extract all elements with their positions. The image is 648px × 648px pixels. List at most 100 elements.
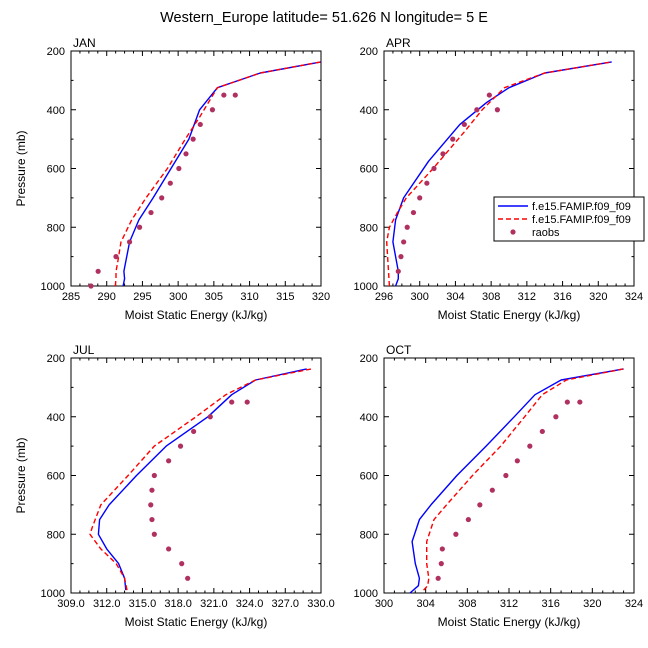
raobs-point [439, 546, 445, 552]
raobs-point [126, 239, 133, 245]
y-tick-label: 600 [47, 471, 65, 483]
raobs-point [176, 165, 182, 172]
x-tick-label: 308 [458, 598, 476, 610]
x-tick-label: 315 [276, 291, 294, 303]
raobs-point [564, 399, 570, 405]
raobs-point [527, 443, 533, 449]
raobs-point [431, 165, 437, 172]
x-tick-label: 300 [169, 291, 187, 303]
model-series-solid [97, 368, 307, 591]
y-tick-label: 200 [360, 353, 378, 365]
raobs-point [577, 399, 583, 405]
raobs-point [177, 443, 184, 449]
y-tick-label: 400 [360, 105, 378, 117]
plot-frame [70, 50, 322, 287]
panel-oct: OCT 300 304 308 312 316 320 324 200 400 600 800 1000… [354, 343, 644, 629]
x-axis-label: Moist Static Energy (kJ/kg) [125, 308, 268, 322]
x-tick-label: 300 [375, 598, 393, 610]
x-tick-label: 310 [240, 291, 258, 303]
x-tick-label: 327.0 [272, 598, 300, 610]
x-tick-label: 324 [625, 598, 643, 610]
x-tick-label: 312 [500, 598, 518, 610]
x-tick-label: 304 [446, 291, 464, 303]
raobs-point [453, 531, 459, 537]
raobs-point [88, 283, 94, 289]
y-tick-label: 1000 [354, 281, 378, 293]
raobs-point [183, 151, 189, 157]
raobs-point [179, 561, 185, 567]
raobs-point [149, 516, 155, 523]
model-series-solid [409, 368, 624, 594]
x-tick-label: 300 [411, 291, 429, 303]
x-tick-label: 305 [205, 291, 223, 303]
x-tick-label: 290 [98, 291, 116, 303]
figure-title: Western_Europe latitude= 51.626 N longit… [160, 10, 488, 26]
raobs-point [398, 254, 404, 260]
raobs-point [477, 502, 483, 508]
y-tick-label: 1000 [41, 588, 65, 600]
raobs-point [185, 575, 191, 581]
raobs-point [494, 107, 500, 113]
panel-title: JUL [73, 343, 95, 357]
x-tick-label: 312.0 [93, 598, 121, 610]
raobs-point [166, 546, 172, 552]
raobs-point [151, 472, 157, 479]
x-tick-label: 320 [312, 291, 330, 303]
x-tick-label: 315.0 [129, 598, 157, 610]
y-tick-label: 400 [360, 412, 378, 424]
x-tick-label: 309.0 [57, 598, 85, 610]
y-tick-label: 200 [47, 353, 65, 365]
y-tick-label: 200 [360, 46, 378, 58]
legend-label-2: f.e15.FAMIP.f09_f09 [532, 214, 631, 226]
raobs-point [166, 458, 172, 464]
panel-title: JAN [73, 36, 96, 50]
y-tick-label: 600 [360, 471, 378, 483]
x-tick-label: 312 [518, 291, 536, 303]
x-tick-label: 316 [541, 598, 559, 610]
legend-marker-3 [510, 229, 516, 235]
x-tick-label: 304 [416, 598, 434, 610]
raobs-point [424, 180, 430, 186]
x-tick-label: 330.0 [307, 598, 335, 610]
raobs-point [410, 209, 417, 216]
raobs-point [401, 239, 407, 245]
raobs-point [503, 472, 509, 479]
panel-title: OCT [386, 343, 412, 357]
y-tick-label: 800 [360, 529, 378, 541]
y-tick-label: 200 [47, 46, 65, 58]
x-tick-label: 321.0 [200, 598, 228, 610]
y-axis-label: Pressure (mb) [14, 437, 28, 513]
raobs-point [207, 414, 213, 420]
y-tick-label: 1000 [41, 281, 65, 293]
raobs-point [149, 487, 155, 493]
raobs-point [191, 428, 197, 435]
y-tick-label: 800 [47, 529, 65, 541]
model-series-dashed [114, 61, 322, 287]
x-axis-label: Moist Static Energy (kJ/kg) [438, 308, 581, 322]
raobs-point [417, 195, 423, 201]
legend: f.e15.FAMIP.f09_f09 f.e15.FAMIP.f09_f09 … [493, 196, 645, 242]
raobs-point [404, 224, 410, 230]
raobs-point [486, 92, 492, 98]
x-tick-label: 318.0 [164, 598, 192, 610]
panel-apr: APR 296 300 304 308 312 316 320 324 200 400 600 800 1… [354, 36, 644, 322]
y-tick-label: 400 [47, 105, 65, 117]
plot-frame [383, 50, 635, 287]
legend-label-3: raobs [532, 227, 560, 239]
panel-title: APR [386, 36, 411, 50]
raobs-point [197, 121, 203, 128]
model-series-dashed [386, 61, 612, 287]
model-series-dashed [423, 368, 624, 591]
raobs-point [489, 487, 495, 493]
raobs-point [148, 502, 154, 508]
raobs-point [232, 92, 238, 98]
raobs-point [229, 399, 235, 405]
legend-label-1: f.e15.FAMIP.f09_f09 [532, 201, 631, 213]
raobs-point [553, 414, 559, 420]
x-tick-label: 308 [482, 291, 500, 303]
raobs-point [395, 268, 401, 274]
raobs-point [461, 121, 467, 128]
y-axis-label: Pressure (mb) [14, 130, 28, 206]
raobs-point [167, 180, 173, 186]
